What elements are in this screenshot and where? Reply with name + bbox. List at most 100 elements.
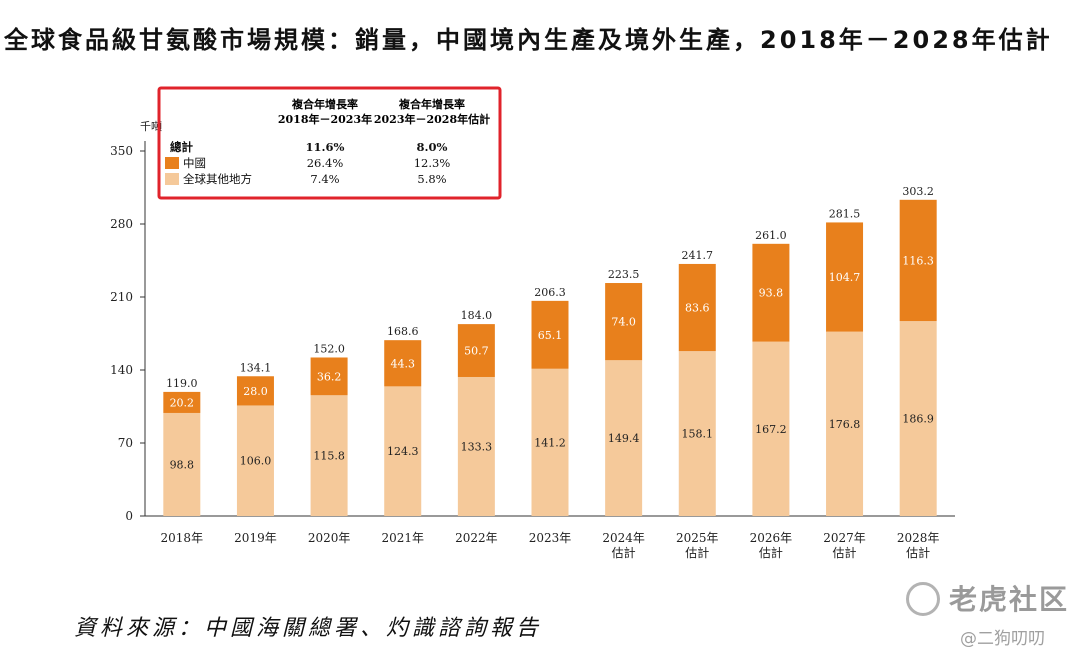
watermark-logo-icon — [906, 582, 940, 616]
x-tick-label: 2028年 — [897, 531, 940, 545]
x-tick-label: 估計 — [906, 545, 930, 560]
bar-rest-of-world — [236, 405, 274, 516]
bar-rest-of-world — [752, 341, 790, 516]
bars: 98.8 20.2 119.0 2018年 106.0 28.0 134.1 2019年 115… — [161, 185, 940, 560]
bar-china — [457, 324, 495, 377]
data-label-total: 184.0 — [461, 309, 493, 322]
x-tick-label: 2022年 — [455, 531, 498, 545]
data-label-china: 36.2 — [317, 370, 342, 383]
cagr-value-2018-2023: 26.4% — [307, 156, 344, 170]
data-label-china: 44.3 — [390, 357, 415, 370]
x-tick-label: 估計 — [685, 545, 709, 560]
watermark-user: @二狗叨叨 — [960, 629, 1045, 649]
legend-swatch — [165, 173, 179, 185]
x-tick-label: 2018年 — [161, 531, 204, 545]
data-label-china: 65.1 — [538, 329, 563, 342]
data-label-rest: 141.2 — [534, 436, 566, 449]
x-tick-label: 2021年 — [381, 531, 424, 545]
x-tick-label: 估計 — [759, 545, 783, 560]
bar-rest-of-world — [163, 412, 201, 516]
x-tick-label: 2023年 — [529, 531, 572, 545]
cagr-header-2023-2028: 2023年－2028年估計 — [374, 112, 490, 126]
bar-rest-of-world — [531, 368, 569, 516]
data-label-total: 168.6 — [387, 325, 419, 338]
bar-china — [384, 340, 422, 387]
bar-china — [752, 243, 790, 342]
stacked-bar-chart: 0 70 140 210 280 350 千噸 98.8 20.2 119.0 2018年 106.… — [110, 86, 955, 560]
data-label-rest: 167.2 — [755, 423, 787, 436]
y-tick-label: 350 — [110, 144, 133, 158]
data-label-rest: 124.3 — [387, 445, 419, 458]
cagr-value-2023-2028: 8.0% — [417, 140, 448, 154]
data-label-total: 134.1 — [240, 361, 272, 374]
bar-china — [531, 300, 569, 369]
data-label-rest: 98.8 — [170, 458, 195, 471]
cagr-header-2023-2028: 複合年增長率 — [398, 97, 465, 111]
cagr-header-2018-2023: 2018年－2023年 — [278, 112, 372, 126]
bar-rest-of-world — [826, 331, 864, 516]
data-label-total: 152.0 — [313, 342, 345, 355]
bar-rest-of-world — [605, 360, 643, 516]
data-label-total: 206.3 — [534, 286, 566, 299]
data-label-total: 241.7 — [682, 249, 714, 262]
bar-rest-of-world — [457, 376, 495, 516]
x-tick-label: 估計 — [833, 545, 857, 560]
data-label-china: 93.8 — [759, 287, 784, 300]
data-label-total: 261.0 — [755, 229, 787, 242]
data-label-china: 28.0 — [243, 385, 268, 398]
data-label-china: 104.7 — [829, 271, 861, 284]
bar-china — [236, 376, 274, 406]
bar-rest-of-world — [678, 351, 716, 516]
source-note: 資料來源：中國海關總署、灼識諮詢報告 — [74, 616, 543, 641]
data-label-china: 20.2 — [170, 396, 195, 409]
cagr-row-label: 全球其他地方 — [183, 172, 252, 186]
data-label-total: 223.5 — [608, 268, 640, 281]
data-label-rest: 176.8 — [829, 418, 861, 431]
data-label-rest: 149.4 — [608, 432, 640, 445]
data-label-rest: 158.1 — [682, 428, 714, 441]
cagr-value-2023-2028: 12.3% — [414, 156, 451, 170]
cagr-value-2018-2023: 7.4% — [310, 172, 339, 186]
x-tick-label: 2027年 — [823, 531, 866, 545]
data-label-rest: 133.3 — [461, 440, 493, 453]
y-tick-label: 140 — [110, 363, 133, 377]
data-label-total: 119.0 — [166, 377, 198, 390]
bar-china — [310, 357, 348, 396]
data-label-total: 281.5 — [829, 207, 861, 220]
y-tick-label: 280 — [110, 217, 133, 231]
watermark-brand: 老虎社区 — [949, 583, 1070, 616]
bar-china — [678, 263, 716, 352]
cagr-row-label: 中國 — [183, 156, 206, 170]
legend-swatch — [165, 157, 179, 169]
cagr-header-2018-2023: 複合年增長率 — [291, 97, 358, 111]
data-label-rest: 115.8 — [313, 450, 345, 463]
bar-china — [899, 199, 937, 322]
highlight-box — [157, 86, 502, 200]
chart-title: 全球食品級甘氨酸市場規模：銷量，中國境內生產及境外生產，2018年－2028年估… — [4, 26, 1053, 54]
bar-china — [826, 222, 864, 332]
y-tick-label: 210 — [110, 290, 133, 304]
data-label-rest: 106.0 — [240, 455, 272, 468]
data-label-china: 116.3 — [902, 254, 934, 267]
x-tick-label: 2024年 — [602, 531, 645, 545]
data-label-china: 83.6 — [685, 302, 710, 315]
bar-rest-of-world — [310, 395, 348, 516]
x-tick-label: 估計 — [612, 545, 636, 560]
x-tick-label: 2026年 — [750, 531, 793, 545]
bar-rest-of-world — [899, 321, 937, 516]
bar-rest-of-world — [384, 386, 422, 516]
x-tick-label: 2025年 — [676, 531, 719, 545]
data-label-china: 74.0 — [611, 316, 636, 329]
data-label-rest: 186.9 — [902, 413, 934, 426]
y-tick-label: 70 — [118, 436, 133, 450]
bar-china — [605, 283, 643, 361]
data-label-china: 50.7 — [464, 345, 489, 358]
cagr-value-2018-2023: 11.6% — [306, 140, 345, 154]
data-label-total: 303.2 — [902, 185, 934, 198]
cagr-value-2023-2028: 5.8% — [417, 172, 446, 186]
x-tick-label: 2020年 — [308, 531, 351, 545]
bar-china — [163, 391, 201, 413]
y-axis-unit: 千噸 — [140, 119, 162, 133]
y-tick-label: 0 — [125, 509, 133, 523]
